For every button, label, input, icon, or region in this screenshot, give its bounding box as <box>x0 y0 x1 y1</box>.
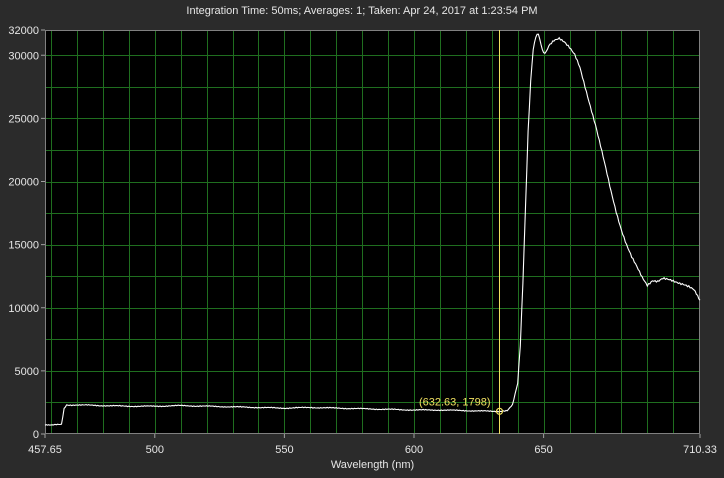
chart-title: Integration Time: 50ms; Averages: 1; Tak… <box>186 5 538 17</box>
x-tick-label: 500 <box>146 444 164 456</box>
spectrum-trace <box>44 33 701 426</box>
y-tick-label: 10000 <box>8 303 39 315</box>
x-tick-label: 457.65 <box>28 444 62 456</box>
x-tick-label: 710.33 <box>683 444 717 456</box>
y-tick-label: 30000 <box>8 50 39 62</box>
cursor-marker <box>495 407 504 415</box>
y-tick-label: 25000 <box>8 113 39 125</box>
plot-border <box>45 30 700 434</box>
x-tick-label: 600 <box>405 444 423 456</box>
y-tick-label: 20000 <box>8 177 39 189</box>
x-tick-label: 650 <box>534 444 552 456</box>
x-tick-label: 550 <box>275 444 293 456</box>
y-tick-label: 5000 <box>15 366 39 378</box>
cursor-readout: (632.63, 1798) <box>419 396 491 408</box>
y-tick-label: 0 <box>33 429 39 441</box>
y-tick-label: 32000 <box>8 25 39 37</box>
x-axis-title: Wavelength (nm) <box>331 459 414 471</box>
y-tick-label: 15000 <box>8 240 39 252</box>
plot-area <box>45 30 700 434</box>
